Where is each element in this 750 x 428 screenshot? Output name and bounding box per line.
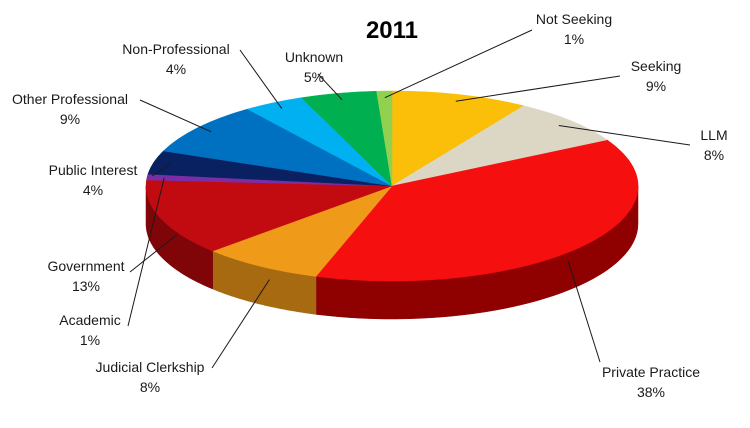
slice-value-unknown: 5% bbox=[304, 69, 324, 85]
pie-slice-other-professional bbox=[162, 108, 393, 187]
slice-value-academic: 1% bbox=[80, 332, 100, 348]
pie-slice-not-seeking bbox=[376, 90, 393, 187]
slice-value-private-practice: 38% bbox=[637, 384, 665, 400]
leader-line-not-seeking bbox=[384, 29, 533, 99]
leader-line-private-practice bbox=[567, 261, 601, 363]
leader-line-government bbox=[129, 234, 178, 273]
leader-line-unknown bbox=[317, 73, 343, 101]
pie-3d-sides bbox=[145, 185, 639, 320]
slice-label-non-professional: Non-Professional bbox=[122, 41, 229, 57]
slice-label-private-practice: Private Practice bbox=[602, 364, 700, 380]
leader-line-academic bbox=[127, 177, 165, 327]
slice-label-llm: LLM bbox=[700, 127, 727, 143]
pie-slice-llm bbox=[391, 105, 609, 187]
slice-value-government: 13% bbox=[72, 278, 100, 294]
pie-slice-private-practice bbox=[315, 139, 639, 282]
slice-label-academic: Academic bbox=[59, 312, 120, 328]
slice-value-not-seeking: 1% bbox=[564, 31, 584, 47]
leader-line-judicial-clerkship bbox=[211, 279, 270, 369]
slice-label-not-seeking: Not Seeking bbox=[536, 11, 612, 27]
slice-label-public-interest: Public Interest bbox=[49, 162, 138, 178]
slice-value-seeking: 9% bbox=[646, 78, 666, 94]
slice-value-llm: 8% bbox=[704, 147, 724, 163]
slice-value-judicial-clerkship: 8% bbox=[140, 379, 160, 395]
leader-line-non-professional bbox=[239, 49, 283, 109]
label-leaders bbox=[127, 29, 691, 369]
chart-title: 2011 bbox=[366, 17, 418, 44]
leader-line-llm bbox=[558, 125, 691, 146]
slice-value-public-interest: 4% bbox=[83, 182, 103, 198]
leader-line-public-interest bbox=[151, 163, 171, 177]
slice-label-unknown: Unknown bbox=[285, 49, 343, 65]
leader-line-seeking bbox=[455, 75, 621, 102]
leader-line-other-professional bbox=[139, 99, 212, 133]
slice-label-other-professional: Other Professional bbox=[12, 91, 128, 107]
slice-value-other-professional: 9% bbox=[60, 111, 80, 127]
pie-slice-judicial-clerkship bbox=[212, 185, 393, 277]
slice-label-seeking: Seeking bbox=[631, 58, 682, 74]
pie-slice-government bbox=[145, 179, 393, 252]
slice-value-non-professional: 4% bbox=[166, 61, 186, 77]
slice-label-judicial-clerkship: Judicial Clerkship bbox=[96, 359, 205, 375]
slice-labels: Seeking 9% LLM 8% Private Practice 38% Judicia… bbox=[12, 11, 728, 400]
slice-label-government: Government bbox=[47, 258, 124, 274]
pie-slices bbox=[145, 90, 639, 282]
